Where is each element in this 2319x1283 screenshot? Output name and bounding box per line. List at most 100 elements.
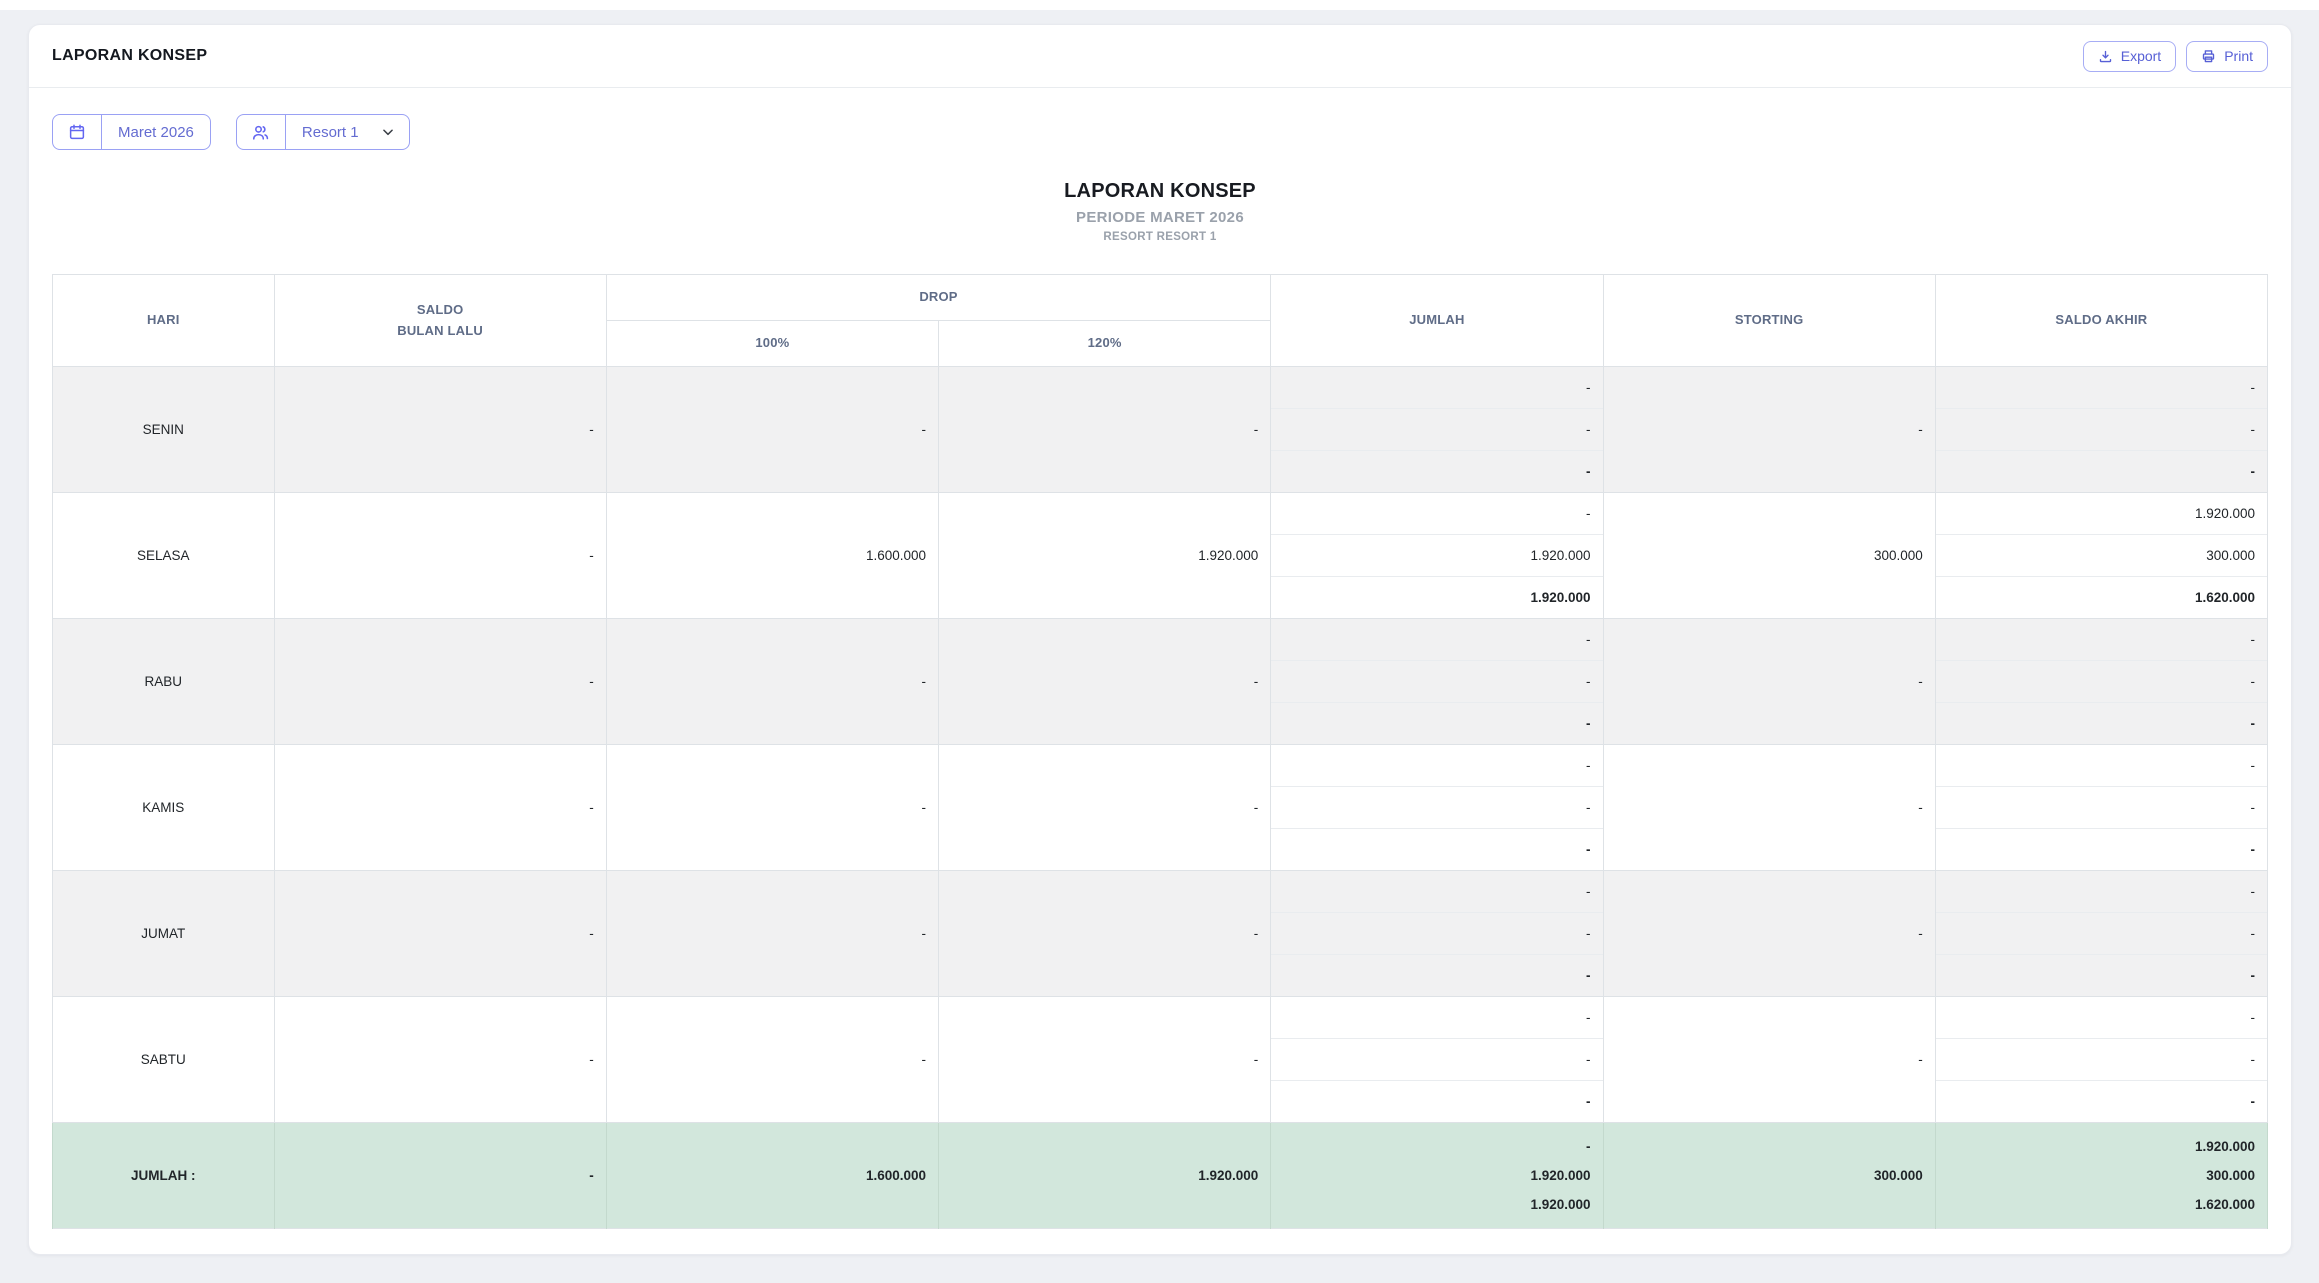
report-table: HARI SALDO BULAN LALU DROP JUMLAH STORTI… <box>52 274 2269 1229</box>
saldo-akhir-total-cell: - <box>1934 1080 2269 1123</box>
table-totals-row: JUMLAH : - 1.600.000 1.920.000 - 1.920.0… <box>52 1122 2269 1229</box>
saldo-akhir-total-cell: - <box>1934 828 2269 871</box>
totals-saldo-akhir: 1.920.000 300.000 1.620.000 <box>1934 1122 2269 1229</box>
saldo-akhir-total-cell: - <box>1934 450 2269 493</box>
jumlah-sub-cell: - <box>1270 660 1604 703</box>
drop-100-cell: - <box>605 996 940 1123</box>
saldo-akhir-total-cell: - <box>1934 954 2269 997</box>
saldo-akhir-sub-cell: - <box>1934 912 2269 955</box>
jumlah-sub-cell: 1.920.000 <box>1270 534 1604 577</box>
totals-jumlah-line: - <box>1586 1139 1591 1154</box>
drop-100-cell: 1.600.000 <box>605 492 940 619</box>
download-icon <box>2098 49 2113 64</box>
saldo-bulan-lalu-cell: - <box>273 744 607 871</box>
totals-jumlah-line: 1.920.000 <box>1530 1168 1591 1183</box>
saldo-akhir-sub-cell: - <box>1934 996 2269 1039</box>
drop-120-cell: - <box>937 744 1272 871</box>
drop-100-cell: - <box>605 366 940 493</box>
day-cell: SABTU <box>52 996 275 1123</box>
saldo-header-line1: SALDO <box>416 302 464 318</box>
jumlah-total-cell: - <box>1270 702 1604 745</box>
col-header-hari: HARI <box>52 274 275 367</box>
export-button-label: Export <box>2120 48 2162 64</box>
report-resort-line: RESORT RESORT 1 <box>1103 231 1217 243</box>
storting-cell: - <box>1602 744 1936 871</box>
col-header-drop: DROP <box>605 274 1272 321</box>
jumlah-sub-cell: - <box>1270 786 1604 829</box>
jumlah-total-cell: - <box>1270 954 1604 997</box>
saldo-header-line2: BULAN LALU <box>397 322 483 338</box>
drop-120-cell: - <box>937 618 1272 745</box>
print-button[interactable]: Print <box>2186 40 2268 72</box>
jumlah-total-cell: - <box>1270 1080 1604 1123</box>
day-cell: SELASA <box>52 492 275 619</box>
col-header-saldo-akhir: SALDO AKHIR <box>1934 274 2269 367</box>
totals-saldo-bulan-lalu: - <box>273 1122 607 1229</box>
report-heading: LAPORAN KONSEP PERIODE MARET 2026 RESORT… <box>52 180 2268 243</box>
drop-120-cell: - <box>937 366 1272 493</box>
report-card: LAPORAN KONSEP Export Print <box>28 24 2292 1255</box>
saldo-akhir-sub-cell: 300.000 <box>1934 534 2269 577</box>
drop-100-cell: - <box>605 744 940 871</box>
totals-drop-120: 1.920.000 <box>937 1122 1272 1229</box>
totals-storting: 300.000 <box>1602 1122 1936 1229</box>
calendar-icon <box>53 115 102 149</box>
printer-icon <box>2201 49 2216 64</box>
jumlah-total-cell: - <box>1270 450 1604 493</box>
table-row-jumat: JUMAT - - - - - - - - - - <box>52 870 2269 997</box>
table-row-sabtu: SABTU - - - - - - - - - - <box>52 996 2269 1123</box>
col-header-drop-120: 120% <box>937 320 1272 367</box>
saldo-akhir-sub-cell: - <box>1934 870 2269 913</box>
saldo-akhir-sub-cell: - <box>1934 786 2269 829</box>
drop-120-cell: 1.920.000 <box>937 492 1272 619</box>
storting-cell: - <box>1602 366 1936 493</box>
saldo-akhir-total-cell: - <box>1934 702 2269 745</box>
drop-120-cell: - <box>937 996 1272 1123</box>
saldo-akhir-sub-cell: - <box>1934 660 2269 703</box>
chevron-down-icon <box>381 125 395 139</box>
col-header-saldo-bulan-lalu: SALDO BULAN LALU <box>273 274 607 367</box>
storting-cell: - <box>1602 996 1936 1123</box>
jumlah-sub-cell: - <box>1270 408 1604 451</box>
report-subtitle: PERIODE MARET 2026 <box>1076 209 1244 226</box>
period-picker[interactable]: Maret 2026 <box>52 114 211 150</box>
storting-cell: - <box>1602 618 1936 745</box>
day-cell: SENIN <box>52 366 275 493</box>
jumlah-total-cell: 1.920.000 <box>1270 576 1604 619</box>
period-value: Maret 2026 <box>118 123 194 141</box>
saldo-akhir-sub-cell: - <box>1934 408 2269 451</box>
report-title: LAPORAN KONSEP <box>1064 180 1256 202</box>
totals-label: JUMLAH : <box>52 1122 275 1229</box>
users-icon <box>237 115 286 149</box>
jumlah-sub-cell: - <box>1270 996 1604 1039</box>
col-header-storting: STORTING <box>1602 274 1936 367</box>
drop-120-cell: - <box>937 870 1272 997</box>
day-cell: RABU <box>52 618 275 745</box>
table-row-kamis: KAMIS - - - - - - - - - - <box>52 744 2269 871</box>
totals-saldo-akhir-line: 1.920.000 <box>2194 1139 2255 1154</box>
day-cell: KAMIS <box>52 744 275 871</box>
saldo-akhir-sub-cell: 1.920.000 <box>1934 492 2269 535</box>
saldo-bulan-lalu-cell: - <box>273 618 607 745</box>
saldo-akhir-sub-cell: - <box>1934 366 2269 409</box>
col-header-jumlah: JUMLAH <box>1270 274 1604 367</box>
filters-row: Maret 2026 Resort 1 <box>52 114 2268 150</box>
day-cell: JUMAT <box>52 870 275 997</box>
card-body: Maret 2026 Resort 1 LAPORAN KONSEP PERIO… <box>29 88 2291 1229</box>
table-row-selasa: SELASA - 1.600.000 1.920.000 - 300.000 1… <box>52 492 2269 619</box>
totals-jumlah: - 1.920.000 1.920.000 <box>1270 1122 1604 1229</box>
saldo-bulan-lalu-cell: - <box>273 492 607 619</box>
saldo-bulan-lalu-cell: - <box>273 996 607 1123</box>
resort-select[interactable]: Resort 1 <box>235 114 410 150</box>
export-button[interactable]: Export <box>2082 40 2177 72</box>
resort-value: Resort 1 <box>301 123 359 141</box>
table-row-rabu: RABU - - - - - - - - - - <box>52 618 2269 745</box>
jumlah-sub-cell: - <box>1270 912 1604 955</box>
saldo-akhir-sub-cell: - <box>1934 1038 2269 1081</box>
storting-cell: 300.000 <box>1602 492 1936 619</box>
drop-100-cell: - <box>605 618 940 745</box>
totals-jumlah-line: 1.920.000 <box>1530 1197 1591 1212</box>
totals-drop-100: 1.600.000 <box>605 1122 940 1229</box>
page-title: LAPORAN KONSEP <box>52 47 208 64</box>
totals-saldo-akhir-line: 1.620.000 <box>2194 1197 2255 1212</box>
